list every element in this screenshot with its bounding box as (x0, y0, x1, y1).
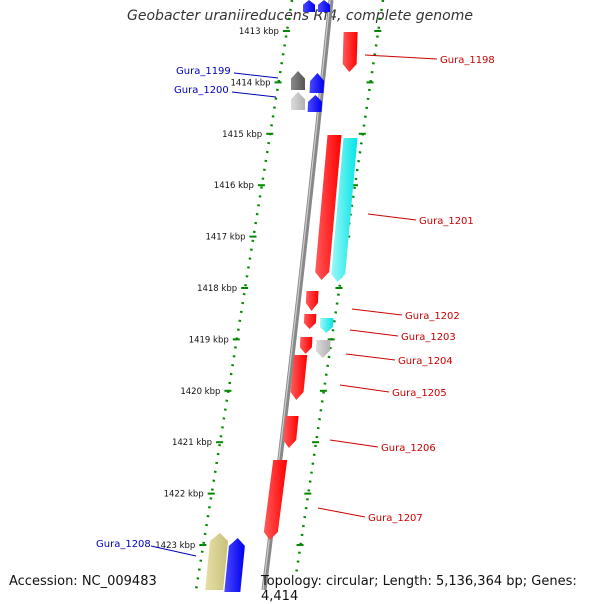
gene-label-gura-1207: Gura_1207 (368, 513, 423, 524)
label-connector (317, 507, 366, 518)
gene-gura-1208 (224, 538, 245, 592)
pseudo-gura-1199 (291, 92, 305, 110)
gene-label-gura-1203: Gura_1203 (401, 332, 456, 343)
tick-label: 1421 kbp (172, 438, 212, 448)
gene-gura-1198 (342, 32, 358, 72)
gene-label-gura-1208: Gura_1208 (96, 539, 151, 550)
gene-gura-1202 (305, 291, 319, 311)
tick-ring-left (194, 0, 294, 591)
gene-gura-1201 (315, 135, 342, 280)
tick-label: 1417 kbp (205, 233, 245, 243)
rna-gura-1203 (319, 318, 334, 333)
label-connector (345, 353, 396, 361)
label-connector (349, 329, 399, 337)
label-connector (364, 54, 438, 60)
gene-label-gura-1205: Gura_1205 (392, 388, 447, 399)
gene-label-gura-1204: Gura_1204 (398, 356, 453, 367)
gene-label-gura-1206: Gura_1206 (381, 443, 436, 454)
gene-gura-1207 (263, 460, 288, 540)
gene-label-gura-1198: Gura_1198 (440, 55, 495, 66)
gene-top-partial-a (303, 0, 315, 12)
gene-label-gura-1201: Gura_1201 (419, 216, 474, 227)
tick-label: 1413 kbp (239, 27, 279, 37)
gene-top-partial-b (318, 0, 330, 12)
tick-label: 1422 kbp (164, 490, 204, 500)
tick-label: 1418 kbp (197, 284, 237, 294)
gene-gura-1208-olive (205, 533, 229, 590)
gene-label-gura-1199: Gura_1199 (176, 66, 231, 77)
rna-gura-1201 (331, 138, 358, 282)
tick-label: 1414 kbp (231, 78, 271, 88)
gene-gura-1204 (299, 337, 313, 354)
label-connector (231, 91, 277, 98)
label-connector (233, 72, 279, 79)
accession-label: Accession: NC_009483 (9, 574, 157, 589)
gene-gura-1206 (283, 416, 299, 448)
gene-label-gura-1202: Gura_1202 (405, 311, 460, 322)
gene-gura-1205 (290, 355, 308, 400)
pseudo-gura-1204 (315, 340, 331, 358)
label-connector (339, 384, 390, 393)
tick-label: 1423 kbp (155, 541, 195, 551)
label-connector (329, 439, 379, 448)
gene-gura-1203 (303, 314, 317, 329)
label-connector (351, 308, 403, 316)
tick-label: 1416 kbp (214, 181, 254, 191)
tick-label: 1420 kbp (180, 387, 220, 397)
label-connector (367, 213, 417, 221)
label-connector (150, 545, 197, 557)
gene-gura-1200 (307, 95, 323, 112)
gene-gura-1199 (291, 71, 305, 90)
map-title: Geobacter uraniireducens Rf4, complete g… (127, 8, 473, 24)
gene-gura-1199-b (309, 73, 325, 93)
gene-label-gura-1200: Gura_1200 (174, 85, 229, 96)
tick-label: 1415 kbp (222, 130, 262, 140)
tick-label: 1419 kbp (189, 335, 229, 345)
